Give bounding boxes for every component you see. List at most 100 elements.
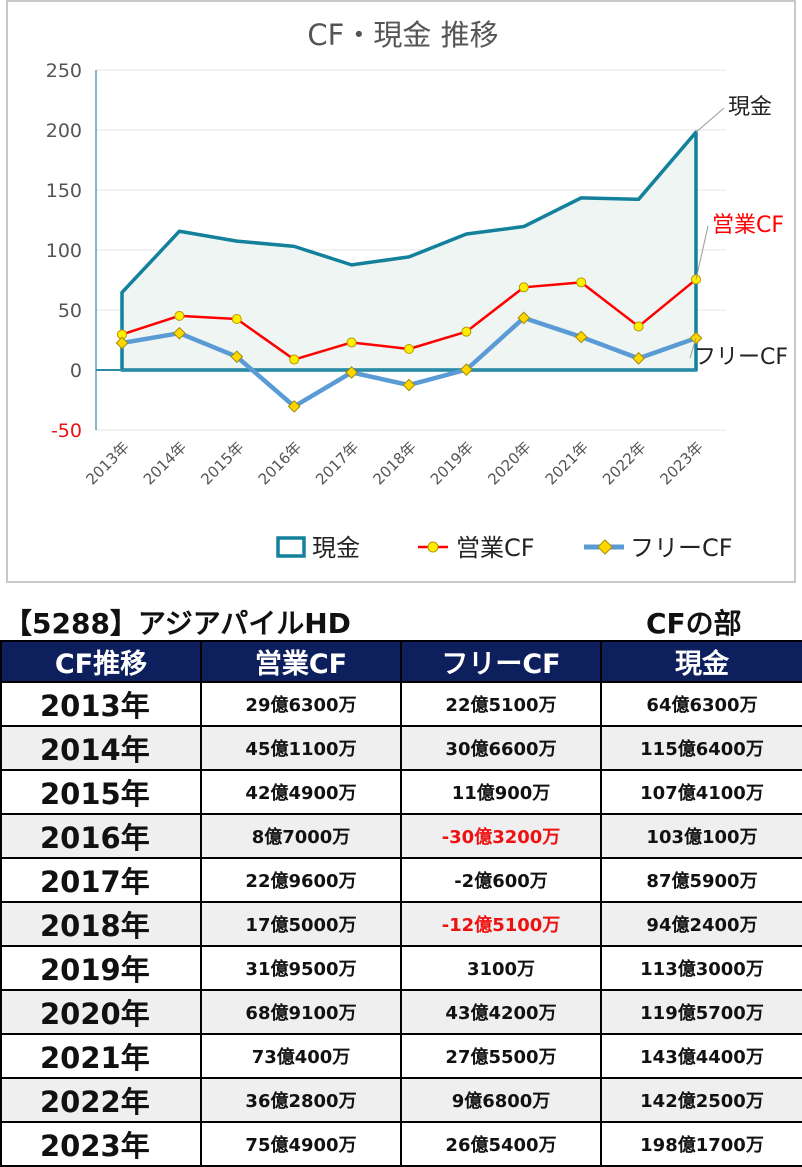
year-cell: 2020年 [0,989,202,1035]
header-free-cf: フリーCF [400,640,602,683]
operating-cf-point [576,277,587,288]
free-cf-cell: -2億600万 [400,857,602,903]
cash-cell: 115億6400万 [600,725,802,771]
y-tick-label: 0 [70,360,82,382]
cash-cell: 87億5900万 [600,857,802,903]
cash-cell: 113億3000万 [600,945,802,991]
free-cf-point [230,350,244,364]
table-row: 2017年 22億9600万 -2億600万 87億5900万 [0,857,802,903]
x-tick-label: 2023年 [656,438,706,488]
y-tick-label: -50 [51,420,82,442]
operating-cf-point [461,326,472,337]
year-cell: 2015年 [0,769,202,815]
cash-cell: 64億6300万 [600,681,802,727]
free-cf-cell: 43億4200万 [400,989,602,1035]
year-cell: 2017年 [0,857,202,903]
table-row: 2015年 42億4900万 11億900万 107億4100万 [0,769,802,815]
chart-frame: CF・現金 推移 250 200 150 100 50 0 -50 2013年 2014年 201… [6,0,796,583]
legend-cash-swatch [276,536,306,558]
free-cf-point [574,330,588,344]
table-row: 2021年 73億400万 27億5500万 143億4400万 [0,1033,802,1079]
operating-cf-cell: 22億9600万 [200,857,402,903]
free-cf-cell: 27億5500万 [400,1033,602,1079]
operating-cf-point [404,344,414,354]
company-title: 【5288】アジアパイルHD [4,607,351,640]
operating-cf-cell: 17億5000万 [200,901,402,947]
free-cf-point [173,326,186,340]
free-cf-cell: 3100万 [400,945,602,991]
free-cf-point [402,378,416,392]
header-cash: 現金 [600,640,802,683]
y-tick-label: 50 [58,300,82,322]
cf-table: CF推移 営業CF フリーCF 現金 2013年 29億6300万 22億510… [0,640,802,1167]
year-cell: 2019年 [0,945,202,991]
cash-cell: 143億4400万 [600,1033,802,1079]
cash-cell: 94億2400万 [600,901,802,947]
y-tick-label: 250 [46,60,82,82]
x-tick-label: 2016年 [255,438,305,488]
operating-cf-cell: 31億9500万 [200,945,402,991]
header-operating-cf: 営業CF [200,640,402,683]
x-tick-label: 2020年 [484,438,534,488]
cash-end-label: 現金 [728,95,772,120]
operating-cf-cell: 75億4900万 [200,1121,402,1167]
operating-cf-point [518,282,529,293]
operating-cf-point [289,354,300,365]
year-cell: 2016年 [0,813,202,859]
operating-cf-end-label: 営業CF [712,213,784,238]
cash-area-fill [122,132,696,370]
operating-cf-point [174,310,185,321]
table-row: 2014年 45億1100万 30億6600万 115億6400万 [0,725,802,771]
year-cell: 2018年 [0,901,202,947]
operating-cf-cell: 45億1100万 [200,725,402,771]
x-tick-label: 2019年 [427,438,477,488]
y-tick-label: 200 [46,120,82,142]
legend-operating-cf-marker [427,541,439,553]
x-tick-label: 2013年 [82,438,132,488]
free-cf-cell: 9億6800万 [400,1077,602,1123]
free-cf-cell-negative: -30億3200万 [400,813,602,859]
free-cf-cell: 26億5400万 [400,1121,602,1167]
operating-cf-point [633,321,644,332]
table-row: 2018年 17億5000万 -12億5100万 94億2400万 [0,901,802,947]
y-tick-label: 100 [46,240,82,262]
free-cf-point [115,336,129,350]
legend-cash-label: 現金 [312,534,360,562]
year-cell: 2014年 [0,725,202,771]
section-title: CFの部 [646,607,742,640]
x-tick-label: 2015年 [197,438,247,488]
free-cf-point [517,311,531,325]
cash-cell: 142億2500万 [600,1077,802,1123]
operating-cf-cell: 73億400万 [200,1033,402,1079]
cash-cell: 103億100万 [600,813,802,859]
year-cell: 2023年 [0,1121,202,1167]
x-tick-label: 2022年 [599,438,649,488]
x-tick-label: 2014年 [140,438,190,488]
free-cf-cell-negative: -12億5100万 [400,901,602,947]
header-cf-period: CF推移 [0,640,202,683]
free-cf-point [345,366,358,379]
cash-series-line [120,130,698,372]
table-row: 2019年 31億9500万 3100万 113億3000万 [0,945,802,991]
operating-cf-cell: 36億2800万 [200,1077,402,1123]
table-row: 2013年 29億6300万 22億5100万 64億6300万 [0,681,802,727]
cash-cell: 107億4100万 [600,769,802,815]
x-tick-label: 2021年 [542,438,592,488]
operating-cf-point [346,337,357,348]
legend-operating-cf-label: 営業CF [456,534,535,562]
table-row: 2023年 75億4900万 26億5400万 198億1700万 [0,1121,802,1167]
free-cf-end-label: フリーCF [694,345,788,370]
free-cf-cell: 11億900万 [400,769,602,815]
cash-end-label-leader [695,107,725,133]
cash-cell: 119億5700万 [600,989,802,1035]
operating-cf-cell: 8億7000万 [200,813,402,859]
free-cf-end-label-leader [689,338,697,359]
operating-cf-cell: 42億4900万 [200,769,402,815]
legend-free-cf-label: フリーCF [630,534,733,562]
table-header-row: CF推移 営業CF フリーCF 現金 [0,640,802,683]
chart-title: CF・現金 推移 [307,18,499,52]
operating-cf-cell: 68億9100万 [200,989,402,1035]
year-cell: 2022年 [0,1077,202,1123]
free-cf-cell: 22億5100万 [400,681,602,727]
